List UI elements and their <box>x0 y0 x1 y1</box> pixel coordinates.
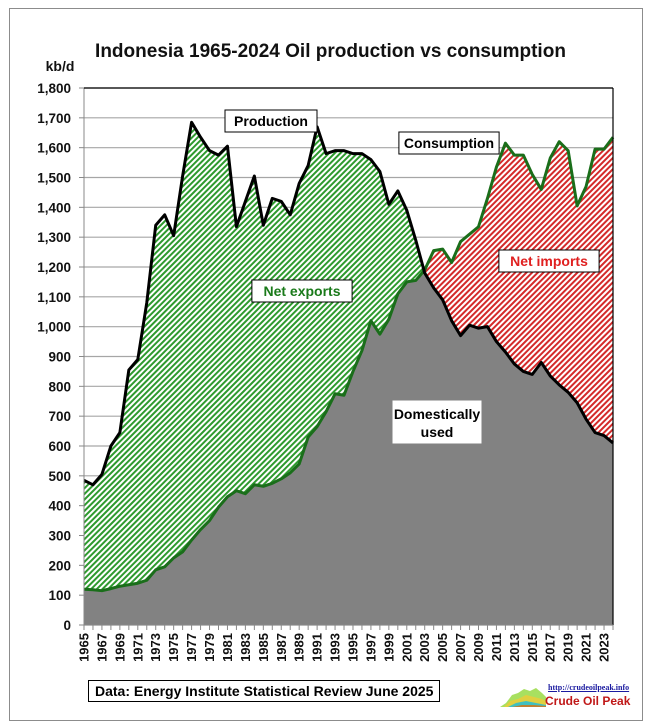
x-tick-label: 2013 <box>507 633 522 662</box>
x-tick-label: 1985 <box>256 633 271 662</box>
x-tick-label: 1975 <box>166 633 181 662</box>
annotation-production: Production <box>224 109 318 133</box>
annotation-production-box <box>224 109 318 133</box>
x-tick-label: 1979 <box>202 633 217 662</box>
x-tick-label: 1981 <box>220 633 235 662</box>
annotation-net-imports: Net imports <box>498 249 600 273</box>
x-tick-label: 2005 <box>435 633 450 662</box>
x-tick-label: 1969 <box>112 633 127 662</box>
x-tick-label: 1971 <box>130 633 145 662</box>
annotation-domestically-used-box <box>392 400 482 444</box>
area-net-exports <box>84 122 425 591</box>
annotations: Production Consumption Net exports Net impo… <box>224 109 600 444</box>
data-source-note: Data: Energy Institute Statistical Revie… <box>88 680 441 702</box>
series-line-production <box>83 120 614 487</box>
x-tick-label: 2023 <box>597 633 612 662</box>
annotation-consumption: Consumption <box>398 131 500 155</box>
x-tick-label: 2007 <box>453 633 468 662</box>
annotation-used-text: used <box>421 424 454 440</box>
x-tick-label: 1987 <box>274 633 289 662</box>
area-net-imports <box>424 137 613 444</box>
x-tick-label: 1991 <box>310 633 325 662</box>
x-tick-label: 2021 <box>579 633 594 662</box>
y-tick-label: 600 <box>48 439 71 454</box>
y-tick-label: 1,000 <box>37 320 71 335</box>
y-tick-label: 500 <box>48 469 71 484</box>
y-tick-labels: 0 100 200 300 400 500 600 700 800 900 1,000 1,100 1,… <box>37 81 71 633</box>
y-tick-label: 1,100 <box>37 290 71 305</box>
area-domestically-used <box>84 272 613 625</box>
annotation-net-exports: Net exports <box>251 279 353 303</box>
x-tick-labels: 1965 1967 1969 1971 1973 1975 1977 1979 1981 1983… <box>77 633 612 662</box>
annotation-production-text: Production <box>234 113 308 129</box>
x-tick-label: 2017 <box>543 633 558 662</box>
series-line-consumption <box>83 136 615 593</box>
x-tick-label: 1995 <box>345 633 360 662</box>
logo-link[interactable]: http://crudeoilpeak.info <box>548 683 630 692</box>
y-tick-label: 400 <box>48 499 71 514</box>
y-tick-label: 900 <box>48 350 71 365</box>
y-tick-label: 1,200 <box>37 260 71 275</box>
y-tick-label: 1,800 <box>37 81 71 96</box>
x-tick-label: 2011 <box>489 633 504 661</box>
annotation-net-exports-box <box>251 279 353 303</box>
x-tick-label: 2009 <box>471 633 486 662</box>
y-tick-label: 1,400 <box>37 200 71 215</box>
annotation-net-imports-text: Net imports <box>510 253 588 269</box>
x-tick-label: 2019 <box>561 633 576 662</box>
chart-title: Indonesia 1965-2024 Oil production vs co… <box>95 41 566 62</box>
x-tick-label: 1997 <box>363 633 378 662</box>
annotation-net-imports-box <box>498 249 600 273</box>
x-tick-label: 1973 <box>148 633 163 662</box>
y-tick-label: 100 <box>48 588 71 603</box>
x-tick-label: 1989 <box>292 633 307 662</box>
area-layer <box>84 122 613 625</box>
annotation-domestically-used: Domestically used <box>392 400 482 444</box>
y-tick-label: 800 <box>48 379 71 394</box>
x-tick-label: 1983 <box>238 633 253 662</box>
annotation-net-exports-text: Net exports <box>263 283 340 299</box>
crude-oil-peak-logo-icon <box>500 688 546 707</box>
y-tick-label: 0 <box>63 618 71 633</box>
y-tick-label: 1,500 <box>37 171 71 186</box>
x-tick-label: 1977 <box>184 633 199 662</box>
y-tick-label: 300 <box>48 529 71 544</box>
y-tick-label: 1,700 <box>37 111 71 126</box>
line-layer <box>83 120 615 593</box>
axes <box>79 87 614 630</box>
y-tick-label: 700 <box>48 409 71 424</box>
x-tick-label: 1967 <box>94 633 109 662</box>
y-tick-label: 1,300 <box>37 230 71 245</box>
annotation-domestically-text: Domestically <box>394 406 481 422</box>
y-tick-label: 200 <box>48 558 71 573</box>
logo-name: Crude Oil Peak <box>545 694 631 708</box>
y-tick-label: 1,600 <box>37 141 71 156</box>
x-tick-label: 2001 <box>399 633 414 662</box>
x-tick-label: 1965 <box>77 633 92 662</box>
x-tick-label: 1999 <box>381 633 396 662</box>
x-tick-label: 1993 <box>328 633 343 662</box>
x-tick-label: 2015 <box>525 633 540 662</box>
annotation-consumption-text: Consumption <box>404 135 494 151</box>
x-tick-label: 2003 <box>417 633 432 662</box>
annotation-consumption-box <box>398 131 500 155</box>
y-axis-label: kb/d <box>46 58 75 74</box>
